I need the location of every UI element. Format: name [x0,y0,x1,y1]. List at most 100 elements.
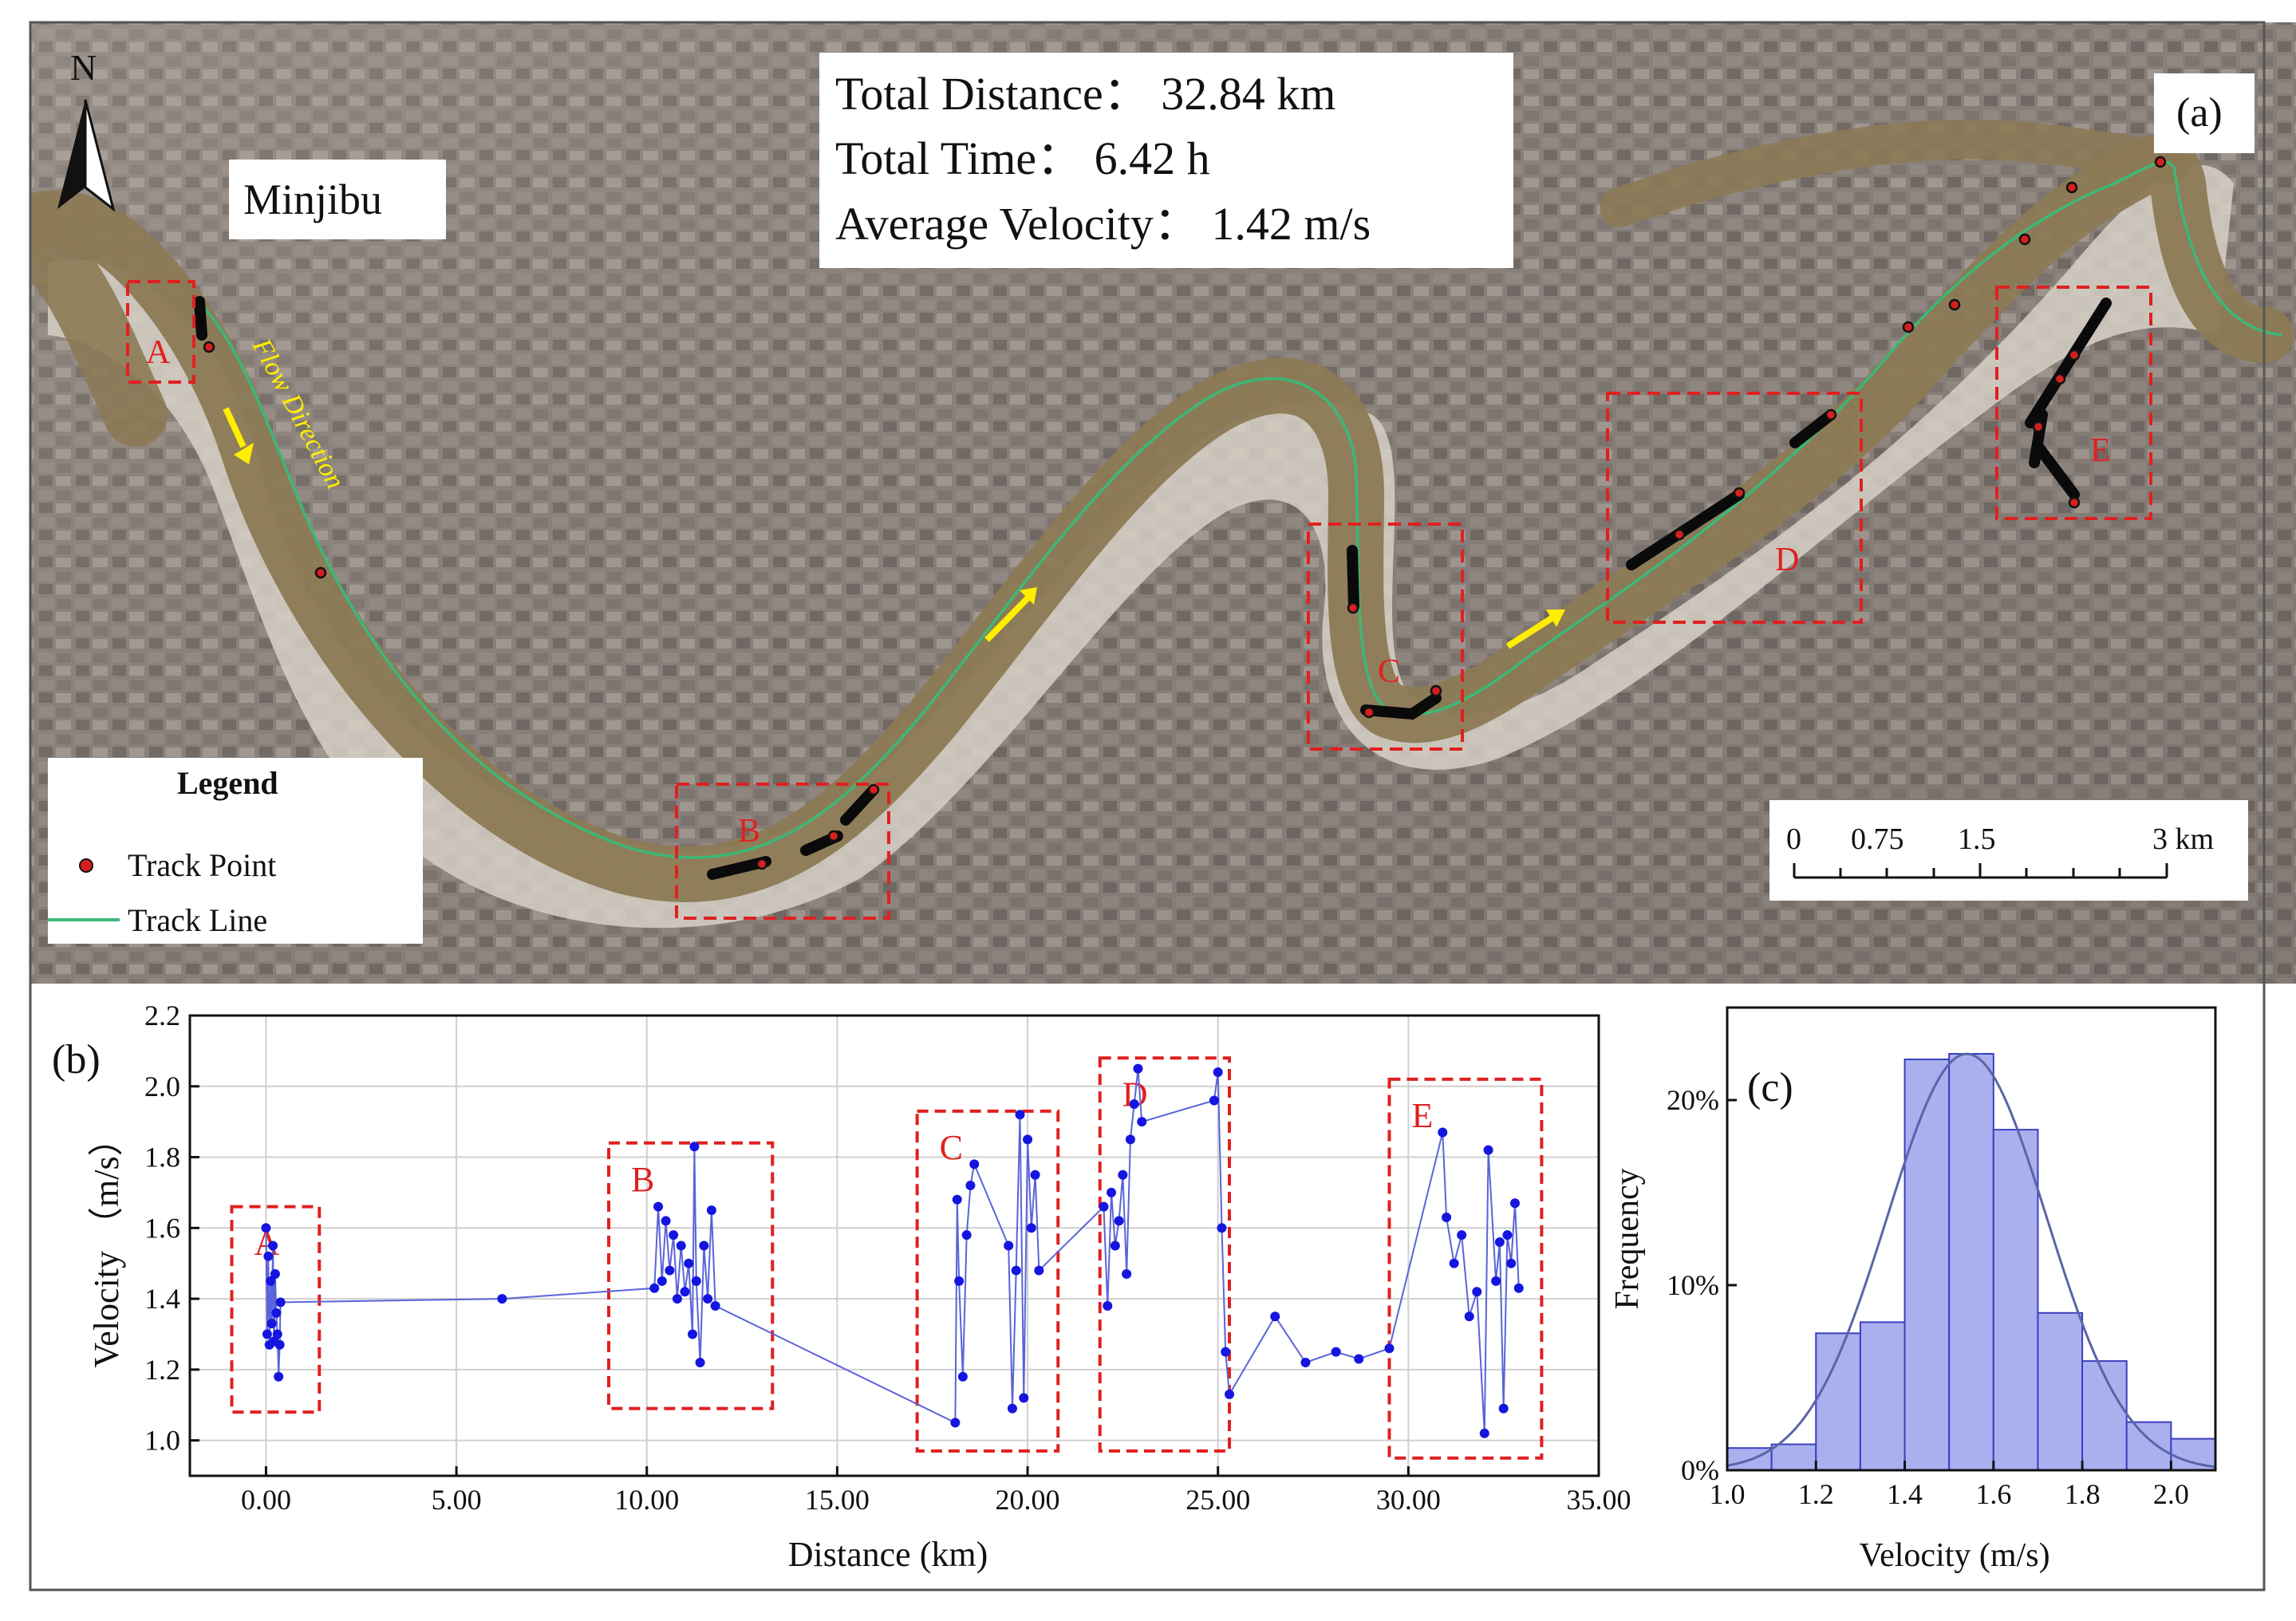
c-bar-8 [2081,1360,2128,1471]
b-data-point-13 [275,1297,286,1307]
b-data-point-82 [1506,1258,1517,1268]
b-data-point-23 [680,1287,690,1297]
b-data-point-26 [689,1142,700,1152]
c-bar-1 [1770,1443,1817,1472]
b-data-point-11 [274,1371,284,1382]
b-xtick-label-0: 0.00 [241,1484,291,1516]
b-data-point-39 [969,1159,980,1169]
flow-arrows [223,407,1565,649]
b-data-point-68 [1354,1354,1364,1364]
b-data-point-67 [1331,1347,1341,1357]
b-data-point-21 [672,1294,682,1304]
north-arrow: N [57,47,116,212]
b-data-point-33 [950,1418,961,1428]
velocity-histogram: 1.0 1.2 1.4 1.6 1.8 2.0 0% 10% 20% (c) Velocity … [1609,1006,2217,1574]
b-data-point-10 [272,1329,282,1339]
lower-panel-background [30,984,2264,1590]
b-data-point-57 [1129,1098,1139,1109]
b-xtick-label-6: 30.00 [1376,1484,1441,1516]
b-data-point-43 [1015,1110,1025,1120]
b-data-point-27 [691,1276,701,1286]
c-bar-3 [1859,1321,1906,1472]
track-points [203,156,2167,870]
b-data-point-1 [262,1329,272,1339]
b-ytick-label-4: 1.8 [144,1142,180,1173]
place-label-box [229,160,446,239]
map-panel: Flow Direction A B C D E N Minjibu Total… [30,22,2296,984]
c-bar-7 [2037,1311,2084,1472]
stats-distance: Total Distance： 32.84 km [835,68,1335,120]
b-data-point-42 [1011,1265,1021,1276]
b-data-point-38 [965,1181,976,1191]
b-data-point-6 [268,1240,278,1251]
c-ticks: 1.0 1.2 1.4 1.6 1.8 2.0 0% 10% 20% [1667,1084,2189,1510]
b-panel-label: (b) [52,1037,101,1083]
b-data-point-5 [266,1319,277,1329]
floodplain-sand [48,164,2234,929]
b-data-point-15 [649,1283,660,1293]
b-data-point-72 [1449,1258,1459,1268]
legend-track-point: Track Point [128,847,276,883]
b-data-point-69 [1384,1343,1395,1354]
b-data-point-79 [1494,1237,1505,1248]
b-data-point-36 [957,1371,968,1382]
b-data-point-45 [1023,1134,1033,1145]
b-axes-frame [188,1014,1600,1477]
c-ytick-label-0: 0% [1681,1454,1719,1486]
b-data-point-51 [1107,1187,1117,1197]
b-data-point-73 [1457,1230,1467,1240]
scale-tick-1: 0.75 [1851,822,1904,856]
track-clusters [194,296,2112,880]
legend: Legend Track Point Track Line [48,758,423,944]
b-xtick-label-2: 10.00 [614,1484,679,1516]
b-data-point-63 [1221,1347,1231,1357]
b-data-point-54 [1118,1169,1128,1180]
b-data-point-78 [1491,1276,1501,1286]
b-data-point-48 [1034,1265,1044,1276]
b-data-point-58 [1133,1063,1143,1074]
c-xtick-label-1: 1.2 [1798,1478,1834,1510]
b-data-point-24 [684,1258,694,1268]
c-bar-9 [2125,1421,2172,1472]
scale-bar: 0 0.75 1.5 3 km [1769,800,2248,901]
stats-time: Total Time： 6.42 h [835,132,1210,184]
b-region-label-C: C [940,1128,963,1167]
b-data-point-16 [653,1201,664,1212]
river-left-bend [30,207,168,447]
b-data-point-4 [266,1276,276,1286]
b-data-point-47 [1030,1169,1040,1180]
c-xtick-label-5: 2.0 [2153,1478,2189,1510]
c-xtick-label-4: 1.8 [2065,1478,2101,1510]
c-normal-fit-curve [1726,1052,2216,1469]
stats-box [819,53,1513,268]
b-data-point-77 [1483,1145,1493,1155]
b-data-point-65 [1270,1311,1280,1322]
b-xtick-label-3: 15.00 [805,1484,870,1516]
river-upper-branch [1600,119,2190,227]
b-ytick-label-1: 1.2 [144,1354,180,1386]
c-bar-4 [1903,1058,1951,1471]
b-data-point-75 [1472,1287,1482,1297]
panel-a-label-box [2154,73,2255,153]
b-region-box-A [230,1205,322,1414]
b-data-point-62 [1217,1223,1227,1233]
b-ytick-label-3: 1.6 [144,1212,180,1244]
b-region-box-C [915,1109,1060,1453]
c-ytick-label-2: 20% [1667,1084,1719,1116]
b-data-point-9 [271,1307,282,1318]
b-data-point-17 [657,1276,667,1286]
b-ytick-label-0: 1.0 [144,1425,180,1457]
b-data-point-80 [1498,1403,1509,1414]
region-boxes [126,280,2152,920]
stats-velocity: Average Velocity： 1.42 m/s [835,198,1371,250]
b-xtick-label-7: 35.00 [1567,1484,1631,1516]
b-data-point-70 [1438,1127,1448,1138]
b-data-point-14 [497,1294,507,1304]
c-axes-frame [1726,1006,2217,1472]
b-data-point-37 [961,1230,972,1240]
panel-a-label: (a) [2176,90,2223,136]
scale-tick-2: 1.5 [1958,822,1996,856]
b-data-point-66 [1300,1357,1311,1367]
